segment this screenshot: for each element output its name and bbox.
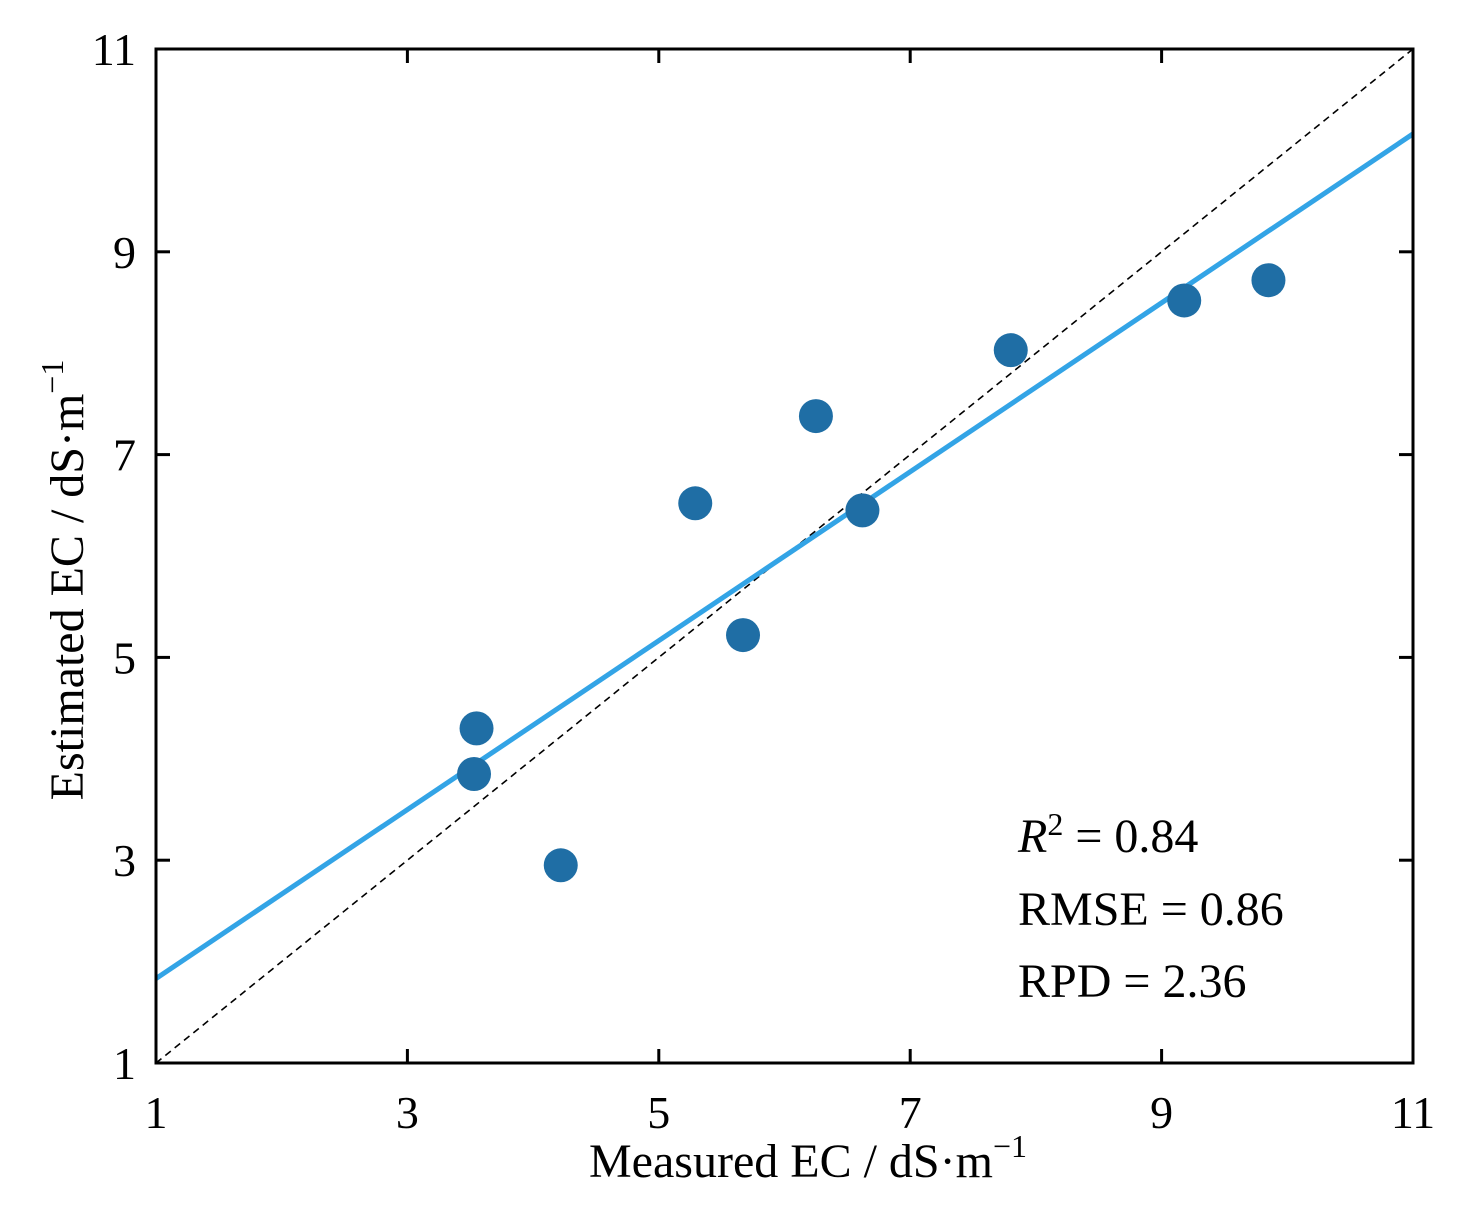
data-point-2	[457, 757, 492, 792]
data-point-3	[543, 848, 578, 883]
data-point-8	[993, 333, 1028, 368]
y-tick-label-11: 11	[92, 24, 136, 75]
x-tick-label-5: 5	[647, 1087, 670, 1138]
data-point-7	[845, 493, 880, 528]
plot-area-frame	[154, 47, 1415, 1065]
regression-fit-line	[154, 131, 1415, 981]
data-points-group	[457, 263, 1286, 883]
rpd-annotation: RPD = 2.36	[1018, 955, 1246, 1008]
x-axis-title-text: Measured EC / dS·m	[589, 1135, 993, 1188]
data-point-10	[1251, 263, 1286, 298]
x-axis-unit-superscript: −1	[993, 1128, 1027, 1164]
data-point-6	[798, 399, 833, 434]
y-tick-label-7: 7	[113, 430, 136, 481]
x-tick-label-11: 11	[1391, 1087, 1435, 1138]
y-axis-title-text: Estimated EC / dS·m	[41, 394, 94, 801]
y-tick-label-3: 3	[113, 835, 136, 886]
plot-frame-group	[154, 47, 1415, 1065]
x-tick-label-3: 3	[396, 1087, 419, 1138]
data-point-5	[726, 618, 761, 653]
x-tick-label-7: 7	[899, 1087, 922, 1138]
rmse-annotation: RMSE = 0.86	[1018, 883, 1284, 936]
x-tick-label-1: 1	[145, 1087, 168, 1138]
r2-symbol: R	[1017, 810, 1047, 863]
r2-superscript: 2	[1047, 806, 1063, 842]
r2-annotation: R2 = 0.84	[1017, 806, 1198, 863]
y-tick-label-9: 9	[113, 227, 136, 278]
data-point-4	[678, 486, 713, 521]
y-tick-label-5: 5	[113, 632, 136, 683]
fit-line-group	[154, 131, 1415, 981]
x-axis-title: Measured EC / dS·m−1	[589, 1128, 1027, 1188]
x-tick-label-9: 9	[1150, 1087, 1173, 1138]
r2-value: = 0.84	[1063, 810, 1198, 863]
y-axis-title: Estimated EC / dS·m−1	[34, 360, 94, 801]
y-tick-label-1: 1	[113, 1038, 136, 1089]
data-point-9	[1167, 283, 1202, 318]
y-axis-unit-superscript: −1	[34, 360, 70, 394]
data-point-1	[459, 711, 494, 746]
